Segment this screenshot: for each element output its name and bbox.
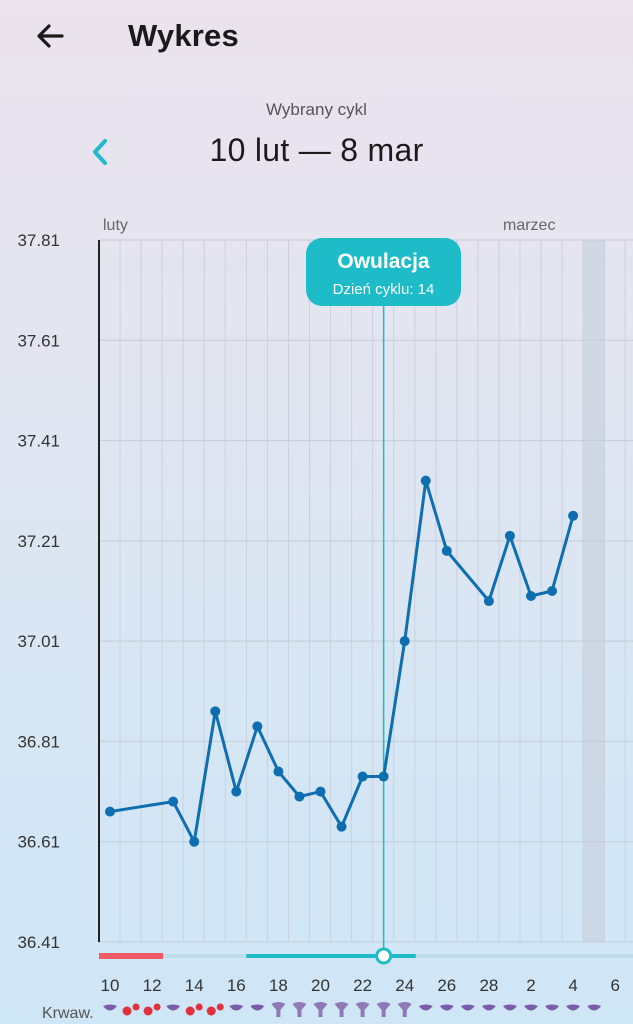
temperature-point[interactable] (105, 806, 115, 817)
x-tick-label: 10 (101, 976, 120, 995)
x-tick-label: 14 (185, 976, 204, 995)
temperature-series-line (109, 479, 575, 844)
x-tick-label: 12 (143, 976, 162, 995)
previous-cycle-button[interactable] (80, 130, 120, 174)
month-label: marzec (503, 217, 555, 234)
x-tick-label: 22 (353, 976, 372, 995)
y-tick-label: 36.61 (17, 833, 60, 852)
temperature-point[interactable] (357, 771, 368, 782)
ovulation-tooltip-subtitle: Dzień cyklu: 14 (333, 281, 435, 298)
bleeding-drop-icon (216, 1003, 224, 1011)
arrow-left-icon (37, 24, 64, 48)
temperature-point[interactable] (315, 786, 326, 797)
back-button[interactable] (28, 14, 72, 58)
y-tick-label: 37.81 (17, 231, 60, 250)
temperature-point[interactable] (483, 596, 494, 607)
x-tick-label: 26 (437, 976, 456, 995)
top-app-bar: Wykres (0, 0, 633, 72)
ovulation-tooltip-title: Owulacja (337, 250, 430, 273)
temperature-chart[interactable]: 37.81 37.61 37.41 37.21 37.01 36.81 36.61 36.41… (0, 200, 633, 1024)
bleeding-drop-icon (206, 1006, 216, 1016)
bleeding-drop-icon (122, 1006, 132, 1016)
temperature-point[interactable] (189, 836, 200, 847)
y-tick-label: 37.61 (17, 331, 60, 350)
temperature-point[interactable] (252, 721, 263, 732)
cervix-icon (271, 1002, 286, 1017)
mucus-icon (166, 1004, 181, 1011)
mucus-icon (545, 1004, 560, 1011)
mucus-icon (502, 1004, 517, 1011)
mucus-icon (103, 1004, 117, 1011)
mucus-icon (418, 1004, 433, 1011)
mucus-icon (229, 1004, 244, 1011)
x-tick-label: 6 (610, 976, 619, 995)
y-tick-label: 37.21 (17, 532, 60, 551)
temperature-point[interactable] (231, 786, 242, 797)
mucus-icon (481, 1004, 496, 1011)
x-tick-label: 18 (269, 976, 288, 995)
x-tick-label: 24 (395, 976, 414, 995)
x-tick-label: 20 (311, 976, 330, 995)
cycle-label: Wybrany cykl (266, 100, 367, 119)
cervix-icon (355, 1002, 370, 1017)
cervix-icon (292, 1002, 307, 1017)
temperature-point[interactable] (378, 771, 389, 782)
cycle-date-range: 10 lut — 8 mar (209, 132, 424, 168)
chevron-left-icon (93, 139, 107, 165)
y-tick-label: 36.81 (17, 732, 60, 751)
bleeding-row-label: Krwaw. (42, 1005, 94, 1022)
y-tick-label: 37.01 (17, 632, 60, 651)
temperature-point[interactable] (526, 591, 536, 602)
mucus-icon (587, 1004, 602, 1011)
mucus-icon (250, 1004, 265, 1011)
temperature-point[interactable] (441, 545, 452, 556)
page-title: Wykres (128, 18, 239, 53)
temperature-point[interactable] (568, 510, 579, 521)
cervix-icon (397, 1002, 412, 1017)
ovulation-marker[interactable] (375, 947, 393, 965)
y-tick-label: 37.41 (17, 432, 60, 451)
temperature-point[interactable] (420, 475, 431, 486)
temperature-point[interactable] (168, 796, 179, 807)
x-tick-label: 16 (227, 976, 246, 995)
cervix-icon (376, 1002, 391, 1017)
bleeding-drop-icon (153, 1003, 161, 1011)
mucus-icon (566, 1004, 581, 1011)
temperature-point[interactable] (547, 586, 558, 596)
x-tick-label: 28 (479, 976, 498, 995)
mucus-icon (460, 1004, 475, 1011)
bleeding-drop-icon (143, 1006, 153, 1016)
bleeding-drop-icon (185, 1006, 195, 1016)
month-label: luty (103, 217, 128, 234)
bleeding-drop-icon (195, 1003, 203, 1011)
cervix-icon (313, 1002, 328, 1017)
temperature-point[interactable] (504, 530, 515, 541)
mucus-icon (524, 1004, 538, 1011)
x-tick-label: 4 (568, 976, 577, 995)
bleeding-drop-icon (132, 1003, 140, 1011)
temperature-point[interactable] (273, 766, 284, 777)
x-tick-label: 2 (526, 976, 535, 995)
temperature-point[interactable] (294, 791, 305, 802)
temperature-point[interactable] (399, 636, 410, 647)
cervix-icon (334, 1002, 349, 1017)
ovulation-tooltip (306, 238, 461, 306)
mucus-icon (439, 1004, 454, 1011)
temperature-point[interactable] (336, 821, 347, 832)
today-column-highlight (583, 240, 606, 942)
temperature-point[interactable] (210, 706, 221, 717)
y-tick-label: 36.41 (17, 933, 60, 952)
